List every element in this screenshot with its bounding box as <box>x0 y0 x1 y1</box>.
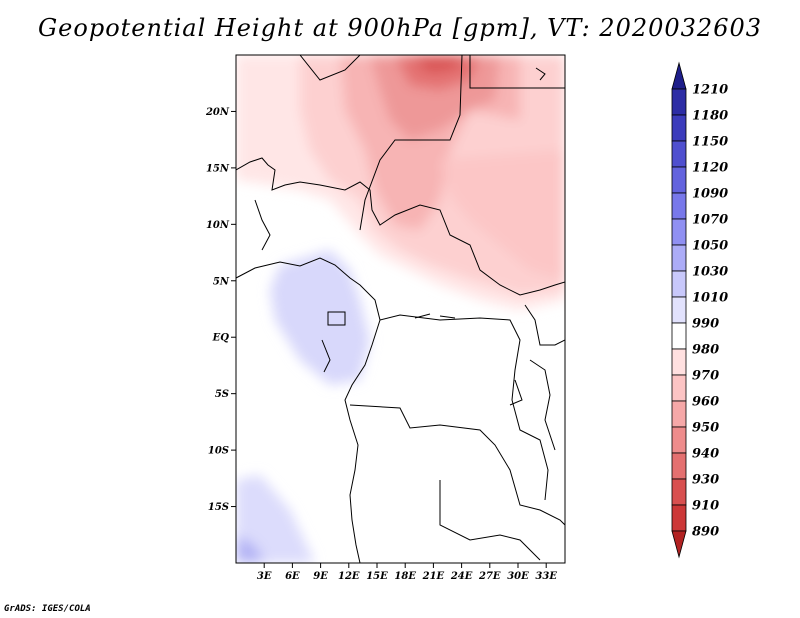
lon-tick-label: 12E <box>338 571 360 582</box>
lat-tick-label: 15N <box>206 163 230 174</box>
colorbar-label: 1070 <box>692 213 728 228</box>
colorbar-segment <box>671 426 687 454</box>
lat-tick-label: 5S <box>215 389 229 400</box>
lat-tick-label: 20N <box>205 107 230 118</box>
colorbar-label: 930 <box>692 473 719 488</box>
colorbar-label: 1090 <box>692 187 728 202</box>
colorbar-segment <box>671 452 687 480</box>
colorbar-label: 960 <box>692 395 719 410</box>
colorbar-label: 950 <box>692 421 719 436</box>
colorbar-segment <box>671 244 687 272</box>
colorbar-segment <box>671 192 687 220</box>
colorbar-segment <box>671 218 687 246</box>
colorbar-segment <box>671 348 687 376</box>
lat-tick-label: 10S <box>208 446 229 457</box>
lon-tick-label: 9E <box>313 571 328 582</box>
colorbar-segment <box>671 114 687 142</box>
lon-tick-label: 27E <box>478 571 501 582</box>
lon-tick-label: 21E <box>422 571 445 582</box>
colorbar-segment <box>671 530 687 559</box>
lon-tick-label: 33E <box>535 571 557 582</box>
colorbar-segment <box>671 322 687 350</box>
lon-tick-label: 15E <box>366 571 388 582</box>
colorbar-label: 1010 <box>692 291 728 306</box>
colorbar-label: 990 <box>692 317 719 332</box>
colorbar-segment <box>671 140 687 168</box>
colorbar-label: 940 <box>692 447 719 462</box>
colorbar-label: 1050 <box>692 239 728 254</box>
lon-tick-label: 24E <box>450 571 473 582</box>
country-borders <box>236 55 565 563</box>
colorbar-segment <box>671 374 687 402</box>
colorbar-label: 1150 <box>692 135 728 150</box>
lat-tick-label: 10N <box>206 220 230 231</box>
lon-tick-label: 18E <box>394 571 416 582</box>
colorbar-segment <box>671 400 687 428</box>
colorbar-label: 980 <box>692 343 719 358</box>
lon-tick-label: 3E <box>257 571 272 582</box>
colorbar-label: 910 <box>692 499 719 514</box>
colorbar-segment <box>671 88 687 116</box>
colorbar-label: 1120 <box>692 161 728 176</box>
colorbar-segment <box>671 478 687 506</box>
colorbar-label: 890 <box>692 525 719 540</box>
lat-tick-label: EQ <box>212 333 230 344</box>
shading-field <box>236 55 565 563</box>
lon-tick-label: 6E <box>285 571 300 582</box>
colorbar-segment <box>671 166 687 194</box>
grads-credit: GrADS: IGES/COLA <box>4 604 91 614</box>
colorbar-segment <box>671 270 687 298</box>
colorbar-label: 970 <box>692 369 719 384</box>
colorbar-label: 1030 <box>692 265 728 280</box>
lon-tick-label: 30E <box>507 571 529 582</box>
colorbar-segment <box>671 61 687 90</box>
lat-tick-label: 5N <box>213 276 230 287</box>
map-frame <box>235 54 566 564</box>
colorbar-label: 1180 <box>692 109 728 124</box>
colorbar-segment <box>671 504 687 532</box>
colorbar-label: 1210 <box>692 83 728 98</box>
chart-title: Geopotential Height at 900hPa [gpm], VT:… <box>38 14 762 42</box>
lat-tick-label: 15S <box>208 502 229 513</box>
colorbar-segment <box>671 296 687 324</box>
